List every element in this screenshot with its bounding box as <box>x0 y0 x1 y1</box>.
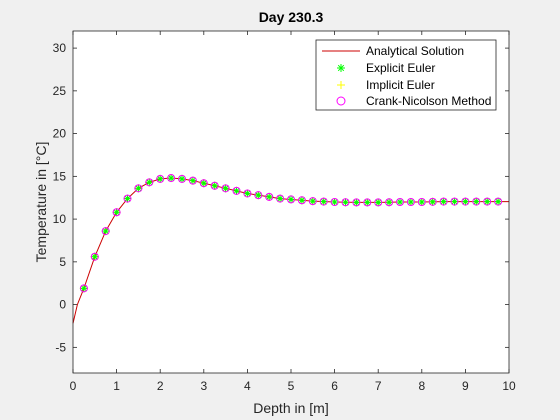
x-tick-label: 2 <box>157 379 164 393</box>
x-tick-label: 10 <box>502 379 516 393</box>
legend-symbol-explicit <box>337 64 345 72</box>
y-tick-label: 30 <box>53 41 67 55</box>
y-tick-label: 20 <box>53 127 67 141</box>
x-tick-label: 4 <box>244 379 251 393</box>
x-tick-label: 1 <box>113 379 120 393</box>
x-tick-label: 5 <box>288 379 295 393</box>
x-axis-label: Depth in [m] <box>253 400 328 416</box>
legend-label-explicit: Explicit Euler <box>366 61 435 75</box>
legend-label-crank-nicolson: Crank-Nicolson Method <box>366 94 491 108</box>
x-tick-label: 6 <box>331 379 338 393</box>
x-tick-label: 3 <box>200 379 207 393</box>
x-tick-label: 8 <box>418 379 425 393</box>
y-tick-label: 15 <box>53 169 67 183</box>
x-tick-label: 9 <box>462 379 469 393</box>
chart-title: Day 230.3 <box>259 9 324 25</box>
x-tick-label: 0 <box>70 379 77 393</box>
legend-label-implicit: Implicit Euler <box>366 78 435 92</box>
x-tick-label: 7 <box>375 379 382 393</box>
y-tick-label: 25 <box>53 84 67 98</box>
y-tick-label: -5 <box>55 340 66 354</box>
y-tick-label: 10 <box>53 212 67 226</box>
y-tick-label: 0 <box>59 298 66 312</box>
y-axis-label: Temperature in [°C] <box>33 142 49 263</box>
legend-label-analytical: Analytical Solution <box>366 44 464 58</box>
legend: Analytical Solution Explicit Euler Impli… <box>316 40 496 110</box>
y-tick-label: 5 <box>59 255 66 269</box>
